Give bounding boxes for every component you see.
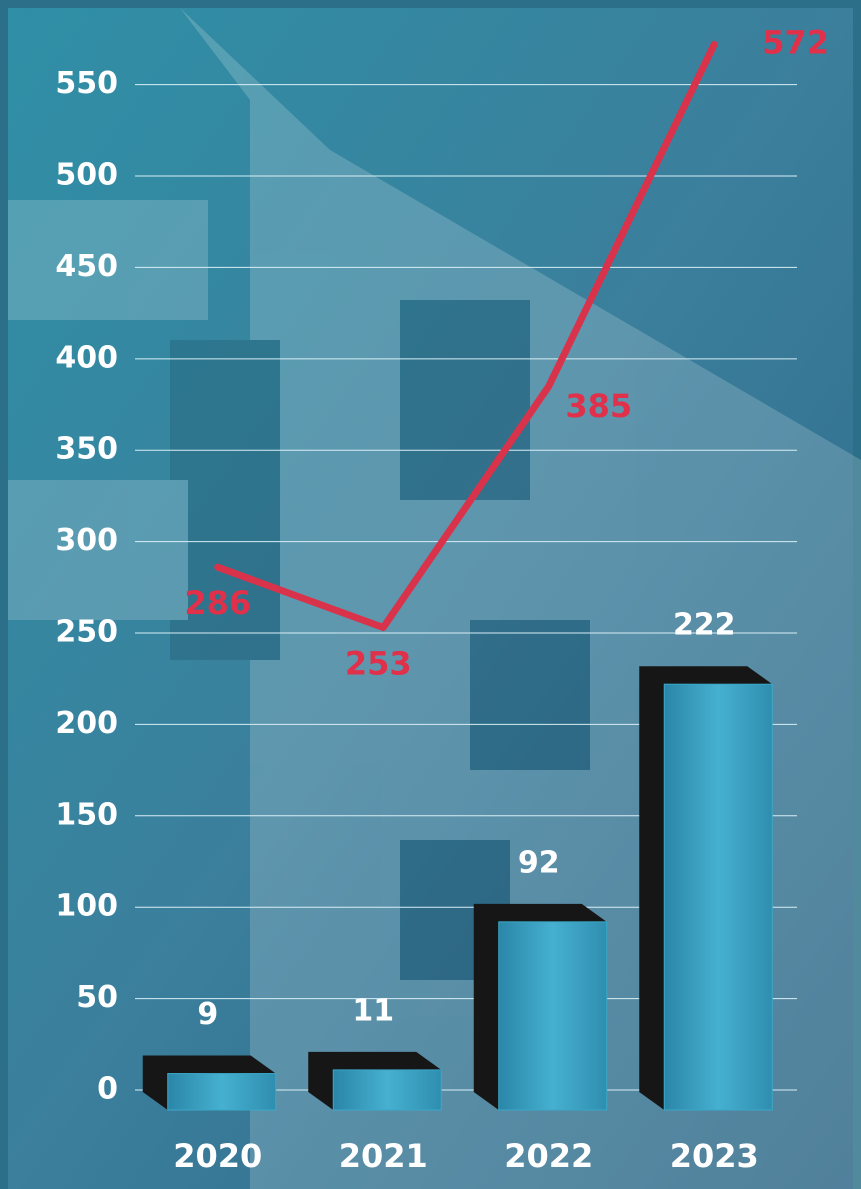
line-value-label: 286 <box>184 584 251 622</box>
bar-value-label: 222 <box>673 608 736 643</box>
y-tick-label: 500 <box>55 158 118 193</box>
bar <box>167 1073 277 1111</box>
bar-shadow <box>308 1051 442 1110</box>
line <box>214 40 718 632</box>
y-tick-label: 200 <box>55 706 118 741</box>
bar <box>498 921 608 1111</box>
y-tick-label: 150 <box>55 797 118 832</box>
x-tick-label: 2021 <box>339 1137 428 1175</box>
y-tick-label: 50 <box>76 980 118 1015</box>
y-tick-label: 350 <box>55 432 118 467</box>
y-tick-label: 100 <box>55 889 118 924</box>
bar-value-label: 92 <box>518 845 560 880</box>
x-tick-label: 2023 <box>670 1137 759 1175</box>
bar-value-label: 11 <box>352 993 394 1028</box>
bar-shadow <box>142 1055 276 1110</box>
bar-shadow <box>473 903 607 1110</box>
line-value-label: 385 <box>565 387 632 425</box>
bar <box>663 683 773 1111</box>
y-tick-label: 0 <box>97 1072 118 1107</box>
y-tick-label: 250 <box>55 615 118 650</box>
x-tick-label: 2020 <box>173 1137 262 1175</box>
y-tick-label: 400 <box>55 340 118 375</box>
bar-value-label: 9 <box>197 997 218 1032</box>
line-value-label: 253 <box>345 645 412 683</box>
bar-shadow <box>639 666 773 1110</box>
y-tick-label: 300 <box>55 523 118 558</box>
x-tick-label: 2022 <box>504 1137 593 1175</box>
line-value-label: 572 <box>762 23 829 61</box>
y-tick-label: 550 <box>55 66 118 101</box>
bar <box>332 1069 442 1111</box>
y-tick-label: 450 <box>55 249 118 284</box>
